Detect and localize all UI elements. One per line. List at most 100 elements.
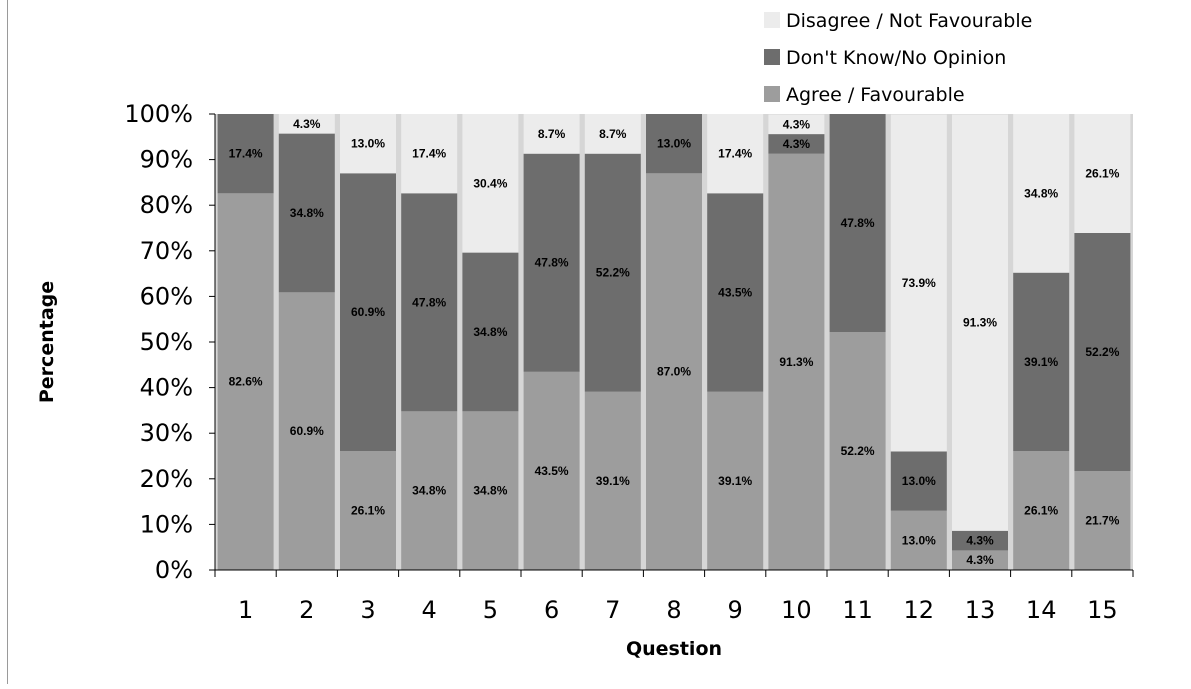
bar-segment-q5-s2: [462, 114, 519, 253]
legend: Disagree / Not Favourable Don't Know/No O…: [764, 10, 1032, 106]
x-tick-label: 5: [483, 596, 498, 624]
x-tick-label: 7: [605, 596, 620, 624]
bar-segment-q15-s1: [1074, 233, 1131, 471]
y-tick-label: 10%: [140, 510, 193, 538]
x-tick-label: 6: [544, 596, 559, 624]
x-axis-title: Question: [626, 638, 722, 660]
data-label-q9-s0: 39.1%: [718, 474, 752, 488]
data-label-q3-s1: 60.9%: [351, 305, 385, 319]
bar-segment-q3-s2: [340, 114, 396, 174]
bar-segment-q1-s1: [217, 114, 274, 194]
bar-segment-q6-s0: [523, 371, 580, 570]
x-tick-label: 4: [422, 596, 437, 624]
data-label-q5-s1: 34.8%: [473, 325, 507, 339]
data-label-q1-s0: 82.6%: [229, 375, 263, 389]
data-label-q2-s1: 34.8%: [290, 206, 324, 220]
bar-segment-q9-s0: [707, 391, 764, 570]
data-label-q12-s1: 13.0%: [902, 474, 936, 488]
x-tick-label: 14: [1026, 596, 1057, 624]
data-label-q10-s1: 4.3%: [783, 137, 811, 151]
y-tick-label: 40%: [140, 374, 193, 402]
x-tick-label: 9: [728, 596, 743, 624]
y-tick-label: 70%: [140, 237, 193, 265]
frame-left-border: [7, 0, 8, 684]
x-tick-label: 15: [1087, 596, 1118, 624]
bar-segment-q1-s0: [217, 193, 274, 571]
data-label-q15-s2: 26.1%: [1085, 167, 1119, 181]
data-label-q6-s2: 8.7%: [538, 127, 566, 141]
x-tick-label: 8: [666, 596, 681, 624]
data-label-q4-s0: 34.8%: [412, 484, 446, 498]
bar-segment-q12-s1: [890, 451, 947, 511]
bar-segment-q15-s2: [1074, 114, 1131, 233]
legend-label: Agree / Favourable: [786, 84, 965, 106]
data-label-q4-s2: 17.4%: [412, 147, 446, 161]
data-label-q13-s2: 91.3%: [963, 316, 997, 330]
data-label-q6-s0: 43.5%: [535, 464, 569, 478]
y-tick-label: 90%: [140, 146, 193, 174]
bar-segment-q12-s0: [890, 510, 947, 570]
bar-segment-q5-s1: [462, 252, 519, 412]
data-label-q15-s0: 21.7%: [1085, 514, 1119, 528]
x-tick-label: 10: [781, 596, 812, 624]
bar-segment-q15-s0: [1074, 471, 1131, 570]
x-tick-label: 12: [904, 596, 935, 624]
data-label-q5-s2: 30.4%: [473, 176, 507, 190]
bar-segment-q2-s2: [278, 114, 335, 134]
y-tick-label: 50%: [140, 328, 193, 356]
y-tick-label: 30%: [140, 419, 193, 447]
x-tick-label: 2: [299, 596, 314, 624]
bar-segment-q13-s2: [952, 114, 1008, 531]
x-tick-label: 11: [842, 596, 873, 624]
data-label-q11-s1: 47.8%: [841, 216, 875, 230]
bar-segment-q8-s1: [646, 114, 702, 174]
data-label-q3-s0: 26.1%: [351, 504, 385, 518]
data-label-q12-s2: 73.9%: [902, 276, 936, 290]
bar-segment-q5-s0: [462, 411, 519, 570]
bar-segment-q14-s2: [1013, 114, 1070, 273]
bar-segment-q8-s0: [646, 173, 702, 571]
bar-segment-q6-s1: [523, 153, 580, 372]
bar-segment-q7-s2: [584, 114, 641, 154]
bar-segment-q10-s2: [768, 114, 825, 135]
legend-swatch: [764, 12, 780, 28]
data-label-q5-s0: 34.8%: [473, 484, 507, 498]
legend-label: Don't Know/No Opinion: [786, 47, 1006, 69]
bar-segment-q10-s0: [768, 153, 825, 570]
y-tick-label: 80%: [140, 191, 193, 219]
data-label-q14-s0: 26.1%: [1024, 504, 1058, 518]
bar-segment-q4-s1: [401, 193, 458, 412]
data-label-q8-s1: 13.0%: [657, 137, 691, 151]
x-tick-label: 3: [360, 596, 375, 624]
data-label-q10-s0: 91.3%: [779, 355, 813, 369]
data-label-q7-s0: 39.1%: [596, 474, 630, 488]
axes-group: 0%10%20%30%40%50%60%70%80%90%100%1 2 3 4 5 6 7…: [124, 100, 1134, 624]
data-label-q14-s2: 34.8%: [1024, 186, 1058, 200]
data-label-q7-s1: 52.2%: [596, 266, 630, 280]
data-label-q2-s2: 4.3%: [293, 117, 321, 131]
bar-segment-q9-s2: [707, 114, 764, 194]
bar-segment-q11-s0: [829, 332, 886, 570]
bar-segment-q4-s2: [401, 114, 458, 194]
data-label-q11-s0: 52.2%: [841, 444, 875, 458]
bar-segment-q14-s1: [1013, 272, 1070, 451]
bar-segment-q7-s0: [584, 391, 641, 570]
bar-segment-q3-s1: [340, 173, 396, 452]
bar-segment-q14-s0: [1013, 451, 1070, 570]
data-label-q9-s1: 43.5%: [718, 286, 752, 300]
x-tick-label: 1: [238, 596, 253, 624]
bar-segment-q12-s2: [890, 114, 947, 452]
data-label-q13-s1: 4.3%: [966, 534, 994, 548]
y-tick-label: 100%: [124, 100, 193, 128]
bar-segment-q2-s1: [278, 133, 335, 293]
bar-segment-q10-s1: [768, 134, 825, 154]
y-tick-label: 20%: [140, 465, 193, 493]
bars-group: [217, 114, 1131, 571]
data-label-q12-s0: 13.0%: [902, 533, 936, 547]
bar-segment-q2-s0: [278, 292, 335, 570]
bar-segment-q13-s0: [952, 550, 1008, 570]
data-label-q6-s1: 47.8%: [535, 256, 569, 270]
data-label-q1-s1: 17.4%: [229, 147, 263, 161]
bar-segment-q4-s0: [401, 411, 458, 570]
